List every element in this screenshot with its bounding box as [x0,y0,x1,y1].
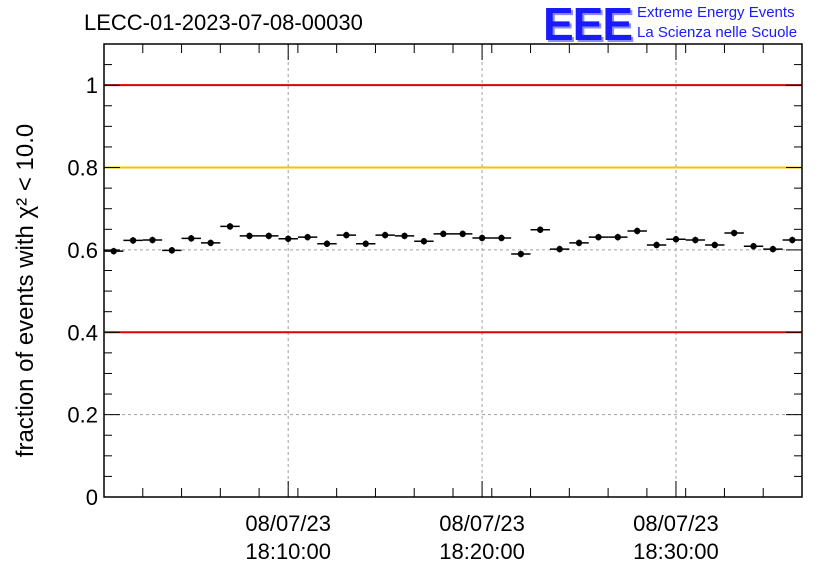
marker [498,234,505,242]
data-point [782,236,802,244]
data-point [297,233,318,241]
marker [459,230,466,238]
marker [575,239,583,247]
data-point [414,237,434,245]
marker [149,236,156,244]
x-tick-label-time: 18:10:00 [245,539,331,564]
marker [304,233,311,241]
tick-labels: 0 0.2 0.4 0.6 0.8 1 08/07/23 18:10:00 08/07/23 18… [67,73,718,564]
marker [246,232,253,240]
data-point [375,231,395,239]
data-point [530,226,550,234]
marker [614,233,622,241]
marker [537,226,544,233]
marker [226,223,234,230]
marker [517,250,525,258]
marker [672,236,680,243]
marker [595,233,602,241]
marker [323,240,331,247]
data-point [588,233,609,241]
data-point [142,236,163,244]
eee-logo: EEE [543,0,633,50]
data-point [608,233,628,241]
logo-line-2: La Scienza nelle Scuole [637,24,798,41]
data-point [569,239,589,247]
axis-ticks [103,43,803,498]
data-points [104,223,802,258]
data-point [453,230,473,238]
marker [284,235,292,242]
marker [711,241,718,249]
marker [207,239,214,247]
marker [478,234,486,242]
marker [750,243,757,250]
data-point [220,223,240,230]
logo-line-1: Extreme Energy Events [637,4,795,21]
marker [789,236,796,244]
data-point [627,227,647,235]
data-point [491,234,512,242]
marker [343,231,350,239]
x-tick-label-date: 08/07/23 [633,511,719,536]
y-tick-label: 0 [86,485,98,510]
data-point [104,247,124,255]
marker [265,232,273,240]
marker [692,236,699,244]
x-tick-label-time: 18:20:00 [439,539,525,564]
x-tick-label-time: 18:30:00 [633,539,719,564]
data-point [394,232,415,240]
marker [556,245,563,253]
x-tick-label-date: 08/07/23 [245,511,331,536]
marker [129,237,137,244]
data-point [278,235,298,243]
data-point [472,234,492,242]
marker [730,229,738,237]
y-tick-label: 0.8 [67,156,98,181]
data-point [724,229,744,237]
reference-lines [104,84,802,334]
marker [381,231,389,239]
data-point [317,240,337,248]
data-point [646,241,667,249]
data-point [666,235,686,243]
data-point [743,242,764,250]
data-point [511,250,531,258]
marker [633,227,641,235]
data-point [356,240,376,248]
data-point [763,245,783,253]
marker [168,247,176,254]
y-tick-label: 0.2 [67,403,98,428]
plot-frame [103,43,803,498]
data-point [259,232,279,240]
grid-lines [104,44,802,497]
x-tick-label-date: 08/07/23 [439,511,525,536]
marker [362,240,369,247]
y-tick-label: 1 [86,73,98,98]
data-point [549,245,570,253]
marker [653,241,660,249]
data-point [181,235,201,242]
y-tick-label: 0.4 [67,320,98,345]
marker [420,238,428,245]
data-point [162,247,182,254]
y-tick-label: 0.6 [67,238,98,263]
marker [769,245,777,253]
marker [188,235,195,242]
marker [401,232,408,240]
data-point [685,236,706,244]
data-point [239,232,260,240]
y-axis-label: fraction of events with χ² < 10.0 [12,124,39,457]
data-point [433,230,453,238]
marker [440,230,447,238]
marker [110,247,117,255]
chart-title: LECC-01-2023-07-08-00030 [84,10,363,35]
data-point [705,241,725,249]
data-point [123,237,143,244]
data-point [200,239,221,247]
data-point [336,231,357,239]
